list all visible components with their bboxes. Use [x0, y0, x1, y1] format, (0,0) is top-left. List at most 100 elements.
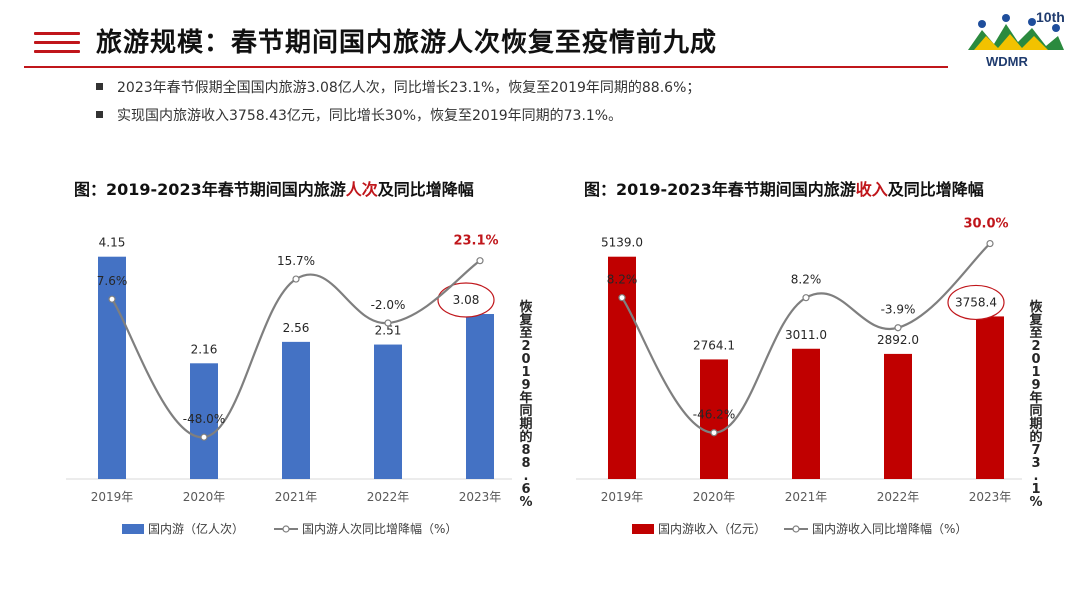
bar: [700, 359, 728, 479]
bar: [792, 348, 820, 479]
annotation-char: 同: [1029, 404, 1042, 419]
growth-point: [710, 429, 718, 437]
bar-value-label: 3.08: [453, 293, 480, 307]
menu-icon: [34, 32, 80, 54]
annotation-char: 0: [1031, 352, 1040, 367]
chart-title-text: 图：2019-2023年春节期间国内旅游: [74, 180, 346, 199]
x-tick-label: 2022年: [877, 490, 920, 504]
bar-value-label: 2764.1: [693, 338, 735, 352]
annotation-char: 1: [1031, 365, 1040, 380]
growth-line: [111, 259, 481, 439]
bar: [374, 344, 402, 479]
revenue-chart: 2019年5139.02020年2764.12021年3011.02022年28…: [576, 217, 1043, 536]
annotation-char: 0: [521, 352, 530, 367]
annotation-char: 9: [521, 378, 530, 393]
bar: [466, 314, 494, 479]
growth-value-label: -2.0%: [371, 298, 406, 312]
bullet-square-icon: [96, 111, 103, 118]
annotation-char: 期: [1029, 417, 1042, 432]
annotation-char: 复: [1028, 312, 1043, 328]
legend-line-marker: [792, 525, 800, 533]
bullet-item: 2023年春节假期全国国内旅游3.08亿人次，同比增长23.1%，恢复至2019…: [96, 78, 700, 106]
logo-text: WDMR: [986, 54, 1028, 69]
growth-value-label: 7.6%: [97, 274, 128, 288]
chart-title-revenue: 图：2019-2023年春节期间国内旅游收入及同比增降幅: [584, 176, 984, 200]
x-tick-label: 2021年: [275, 490, 318, 504]
bar: [884, 353, 912, 479]
annotation-char: 期: [519, 417, 532, 432]
annotation-char: 8: [521, 443, 530, 458]
legend-line-marker: [282, 525, 290, 533]
bar-value-label: 2.51: [375, 324, 402, 338]
x-tick-label: 2019年: [91, 490, 134, 504]
growth-point: [292, 275, 300, 283]
x-tick-label: 2020年: [183, 490, 226, 504]
growth-value-label: 8.2%: [607, 273, 638, 287]
bar-value-label: 3011.0: [785, 328, 827, 342]
growth-point: [384, 319, 392, 327]
bullet-square-icon: [96, 83, 103, 90]
annotation-char: 恢: [1029, 299, 1042, 315]
growth-value-label: -3.9%: [881, 303, 916, 317]
visitors-chart: 2019年4.152020年2.162021年2.562022年2.512023…: [66, 234, 533, 536]
bar: [98, 256, 126, 479]
x-tick-label: 2023年: [969, 490, 1012, 504]
highlight-circle: [947, 284, 1005, 321]
bar: [976, 316, 1004, 479]
annotation-char: 7: [1031, 443, 1040, 458]
growth-line: [621, 242, 991, 434]
annotation-char: 至: [1029, 326, 1042, 341]
annotation-char: 2: [521, 339, 530, 354]
chart-title-visitors: 图：2019-2023年春节期间国内旅游人次及同比增降幅: [74, 176, 474, 200]
growth-point: [476, 257, 484, 265]
legend-line-label: 国内游人次同比增降幅（%）: [302, 521, 457, 536]
legend-line-label: 国内游收入同比增降幅（%）: [812, 521, 967, 536]
growth-point: [200, 433, 208, 441]
chart-title-highlight: 人次: [345, 180, 378, 199]
chart-title-text: 及同比增降幅: [377, 180, 474, 199]
annotation-char: 的: [519, 429, 532, 445]
annotation-char: %: [1029, 495, 1042, 510]
annotation-char: 6: [521, 482, 530, 497]
growth-value-label: -46.2%: [693, 408, 735, 422]
annotation-char: 的: [1029, 429, 1042, 445]
growth-point: [986, 239, 994, 248]
annotation-char: %: [519, 495, 532, 510]
growth-point: [894, 324, 902, 332]
annotation-char: 2: [1031, 339, 1040, 354]
chart-title-text: 图：2019-2023年春节期间国内旅游: [584, 180, 856, 199]
title-divider: [24, 66, 948, 68]
bar-value-label: 2892.0: [877, 333, 919, 347]
legend-bar-swatch: [632, 524, 654, 534]
growth-point: [108, 295, 116, 303]
annotation-char: 9: [1031, 378, 1040, 393]
growth-value-label: 15.7%: [277, 254, 315, 268]
annotation-char: 3: [1031, 456, 1040, 471]
legend-bar-label: 国内游收入（亿元）: [658, 521, 766, 536]
bar-value-label: 3758.4: [955, 295, 997, 309]
annotation-char: 年: [519, 390, 532, 406]
x-tick-label: 2021年: [785, 490, 828, 504]
annotation-char: 1: [521, 365, 530, 380]
annotation-char: 同: [519, 404, 532, 419]
annotation-char: 恢: [519, 299, 532, 315]
annotation-char: 8: [521, 456, 530, 471]
growth-value-label: 23.1%: [453, 234, 498, 249]
bar-value-label: 2.16: [191, 342, 218, 356]
legend-bar-label: 国内游（亿人次）: [148, 521, 244, 536]
bullet-item: 实现国内旅游收入3758.43亿元，同比增长30%，恢复至2019年同期的73.…: [96, 106, 700, 134]
bar: [608, 256, 636, 479]
chart-title-highlight: 收入: [855, 180, 888, 199]
annotation-char: 年: [1029, 390, 1042, 406]
bullet-list: 2023年春节假期全国国内旅游3.08亿人次，同比增长23.1%，恢复至2019…: [96, 78, 700, 134]
chart-title-text: 及同比增降幅: [887, 180, 984, 199]
bar-value-label: 4.15: [99, 236, 126, 250]
bullet-text: 实现国内旅游收入3758.43亿元，同比增长30%，恢复至2019年同期的73.…: [117, 108, 623, 124]
growth-point: [802, 294, 810, 302]
highlight-circle: [437, 282, 495, 318]
legend-bar-swatch: [122, 524, 144, 534]
growth-value-label: 8.2%: [791, 273, 822, 287]
wdmr-logo: 10th WDMR: [968, 9, 1065, 69]
growth-point: [618, 294, 626, 302]
bar: [190, 363, 218, 479]
